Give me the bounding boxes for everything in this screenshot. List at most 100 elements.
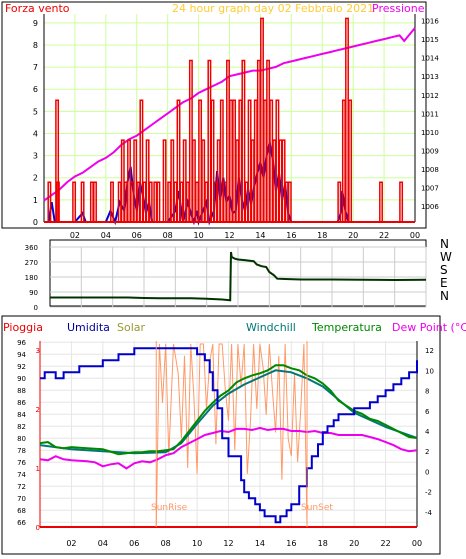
pressure-right-tick: 1016 bbox=[421, 18, 439, 26]
humidity-tick: 92 bbox=[17, 363, 26, 371]
temperature-axis: -4 -2 0 2 4 6 8 10 12 bbox=[425, 347, 434, 517]
wind-left-tick: 8 bbox=[33, 41, 38, 50]
wind-left-tick: 1 bbox=[33, 196, 38, 205]
series-temperatura bbox=[39, 364, 418, 456]
humidity-tick: 66 bbox=[17, 519, 26, 527]
temperature-label: Temperatura bbox=[311, 321, 382, 334]
humidity-tick: 96 bbox=[17, 339, 26, 347]
temperature-tick: 0 bbox=[425, 468, 429, 476]
wind-series-group bbox=[43, 17, 416, 226]
temperature-tick: -2 bbox=[425, 489, 432, 497]
wind-x-tick: 14 bbox=[255, 231, 265, 240]
wind-left-tick: 0 bbox=[33, 218, 38, 227]
wind-x-tick: 04 bbox=[101, 231, 111, 240]
wind-force-label: Forza vento bbox=[5, 2, 70, 15]
humidity-tick: 84 bbox=[17, 411, 26, 419]
wind-grid bbox=[43, 14, 416, 223]
bottom-x-tick: 02 bbox=[66, 539, 76, 548]
bottom-x-tick: 08 bbox=[161, 539, 171, 548]
bottom-x-tick: 10 bbox=[192, 539, 202, 548]
compass-letter: N bbox=[440, 237, 449, 251]
wind-left-tick: 6 bbox=[33, 85, 38, 94]
bottom-x-tick: 18 bbox=[318, 539, 328, 548]
humidity-tick: 74 bbox=[17, 471, 26, 479]
humidity-tick: 94 bbox=[17, 351, 26, 359]
wind-left-tick: 5 bbox=[33, 107, 38, 116]
pressure-right-tick: 1011 bbox=[421, 110, 439, 118]
pressure-right-tick: 1015 bbox=[421, 36, 439, 44]
bottom-x-tick: 12 bbox=[223, 539, 233, 548]
humidity-tick: 72 bbox=[17, 483, 26, 491]
bottom-x-tick: 16 bbox=[286, 539, 296, 548]
bottom-x-axis: 02 04 06 08 10 12 14 16 18 20 22 00 bbox=[66, 539, 422, 548]
rain-tick: 3 bbox=[36, 347, 40, 355]
temperature-tick: 6 bbox=[425, 408, 430, 416]
bottom-x-tick: 00 bbox=[412, 539, 422, 548]
sunrise-annotation: SunRise bbox=[151, 503, 188, 513]
rain-label: Pioggia bbox=[3, 321, 43, 334]
wind-x-tick: 20 bbox=[348, 231, 358, 240]
humidity-tick: 90 bbox=[17, 375, 26, 383]
direction-tick: 90 bbox=[29, 289, 38, 297]
pressure-right-tick: 1006 bbox=[421, 203, 439, 211]
temperature-tick: 12 bbox=[425, 347, 434, 355]
wind-x-tick: 16 bbox=[286, 231, 296, 240]
sunset-annotation: SunSet bbox=[301, 503, 333, 513]
wind-x-tick: 22 bbox=[379, 231, 389, 240]
bottom-x-tick: 04 bbox=[98, 539, 108, 548]
pressure-right-tick: 1009 bbox=[421, 148, 439, 156]
pressure-right-tick: 1012 bbox=[421, 92, 439, 100]
bottom-panel-frame bbox=[1, 315, 441, 555]
compass-letter: N bbox=[440, 289, 449, 303]
direction-tick: 0 bbox=[34, 304, 38, 312]
humidity-tick: 80 bbox=[17, 435, 26, 443]
humidity-label: Umidita bbox=[67, 321, 110, 334]
temperature-tick: -4 bbox=[425, 509, 433, 517]
pressure-series bbox=[43, 27, 416, 202]
solar-label: Solar bbox=[117, 321, 146, 334]
wind-left-tick: 7 bbox=[33, 63, 38, 72]
rain-axis: 0 1 2 3 bbox=[36, 347, 40, 532]
humidity-tick: 78 bbox=[17, 447, 26, 455]
pressure-right-tick: 1010 bbox=[421, 129, 439, 137]
series-dew-point-c bbox=[39, 426, 418, 470]
humidity-tick: 70 bbox=[17, 495, 26, 503]
bottom-x-tick: 22 bbox=[380, 539, 390, 548]
direction-series-group bbox=[50, 251, 427, 302]
temperature-tick: 8 bbox=[425, 388, 429, 396]
humidity-tick: 82 bbox=[17, 423, 26, 431]
pressure-right-tick: 1013 bbox=[421, 73, 439, 81]
pressure-right-tick: 1007 bbox=[421, 185, 439, 193]
wind-x-tick: 08 bbox=[163, 231, 173, 240]
wind-direction-series bbox=[50, 251, 427, 302]
series-umidita bbox=[40, 347, 418, 524]
wind-left-tick: 3 bbox=[33, 152, 38, 161]
compass-letter: W bbox=[440, 250, 452, 264]
dewpoint-label: Dew Point (°C) bbox=[392, 321, 466, 334]
temperature-tick: 2 bbox=[425, 448, 429, 456]
wind-left-tick: 9 bbox=[33, 19, 38, 28]
wind-x-tick: 00 bbox=[410, 231, 420, 240]
direction-axis: 0 90 180 270 360 bbox=[25, 244, 38, 312]
windchill-label: Windchill bbox=[246, 321, 296, 334]
compass-letter: S bbox=[440, 263, 448, 277]
wind-x-tick: 18 bbox=[317, 231, 327, 240]
direction-tick: 360 bbox=[25, 244, 38, 252]
pressure-right-axis: 1006 1007 1008 1009 1010 1011 1012 1013 1014 1015… bbox=[421, 18, 439, 212]
direction-tick: 180 bbox=[25, 274, 38, 282]
wind-x-tick: 02 bbox=[70, 231, 80, 240]
wind-x-tick: 06 bbox=[132, 231, 142, 240]
temperature-tick: 10 bbox=[425, 367, 434, 375]
wind-left-tick: 4 bbox=[33, 129, 38, 138]
pressure-right-tick: 1014 bbox=[421, 55, 439, 63]
pressure-label: Pressione bbox=[372, 2, 425, 15]
humidity-axis: 66 68 70 72 74 76 78 80 82 84 86 88 90 92 94 96 bbox=[17, 339, 26, 527]
direction-grid bbox=[50, 246, 427, 308]
wind-left-tick: 2 bbox=[33, 174, 38, 183]
rain-tick: 2 bbox=[36, 406, 40, 414]
direction-tick: 270 bbox=[25, 259, 38, 267]
bottom-series-group bbox=[39, 341, 418, 528]
wind-x-axis: 02 04 06 08 10 12 14 16 18 20 22 00 bbox=[70, 231, 420, 240]
